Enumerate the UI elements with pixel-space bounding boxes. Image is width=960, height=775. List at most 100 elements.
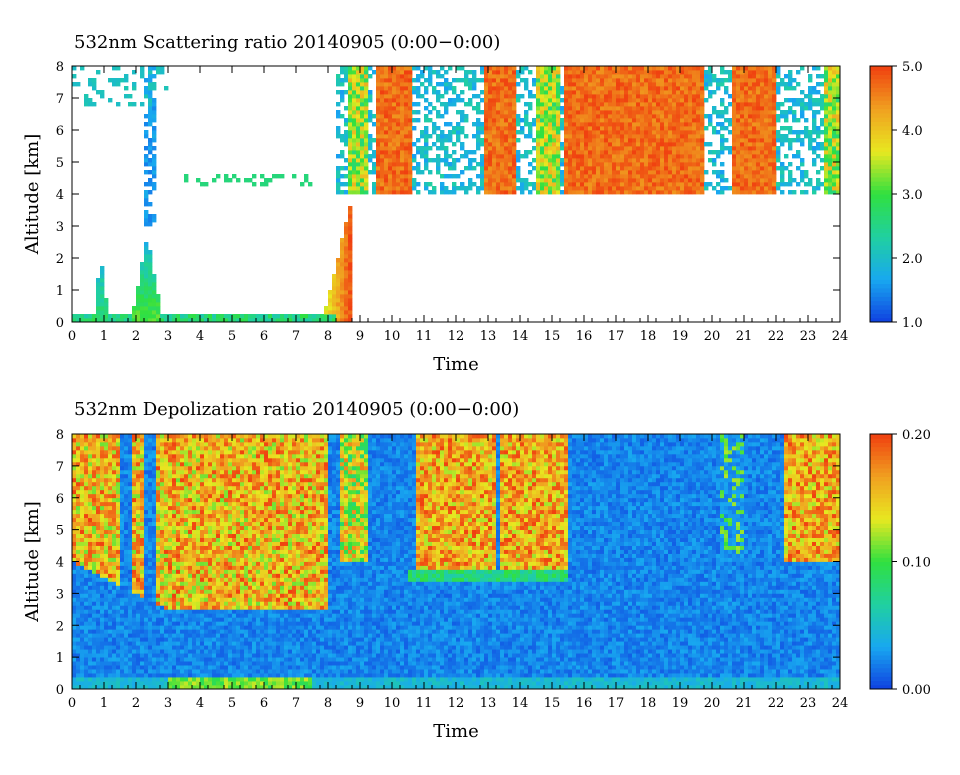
colorbar-cell-0-55 [870, 83, 892, 88]
x-tick-label-0-19: 19 [672, 329, 689, 344]
colorbar-cell-0-37 [870, 160, 892, 165]
colorbar-cell-0-51 [870, 100, 892, 105]
colorbar-cell-1-20 [870, 600, 892, 605]
x-tick-label-1-7: 7 [292, 696, 300, 711]
x-tick-label-0-16: 16 [576, 329, 593, 344]
colorbar-cell-0-50 [870, 104, 892, 109]
colorbar-cell-0-57 [870, 75, 892, 80]
colorbar-cell-0-26 [870, 207, 892, 212]
colorbar-cell-0-29 [870, 194, 892, 199]
x-tick-label-0-1: 1 [100, 329, 108, 344]
colorbar-cell-0-59 [870, 66, 892, 71]
colorbar-cell-1-34 [870, 540, 892, 545]
x-tick-label-1-12: 12 [448, 696, 465, 711]
colorbar-tick-label-0-0: 1.0 [902, 316, 923, 331]
colorbar-cell-1-51 [870, 468, 892, 473]
colorbar-cell-1-50 [870, 472, 892, 477]
colorbar-cell-0-23 [870, 220, 892, 225]
colorbar-cell-0-19 [870, 237, 892, 242]
colorbar-cell-0-58 [870, 70, 892, 75]
colorbar-cell-1-31 [870, 553, 892, 558]
x-tick-label-1-17: 17 [608, 696, 625, 711]
colorbar-cell-0-12 [870, 267, 892, 272]
colorbar-cell-0-39 [870, 151, 892, 156]
colorbar-cell-1-45 [870, 494, 892, 499]
colorbar-cell-0-15 [870, 254, 892, 259]
colorbar-cell-1-13 [870, 630, 892, 635]
x-tick-label-1-5: 5 [228, 696, 236, 711]
colorbar-cell-0-14 [870, 258, 892, 263]
x-tick-label-1-1: 1 [100, 696, 108, 711]
colorbar-cell-0-16 [870, 249, 892, 254]
heatmap-1 [72, 434, 840, 689]
y-tick-label-1-6: 6 [56, 492, 64, 507]
colorbar-cell-0-30 [870, 190, 892, 195]
y-tick-label-1-5: 5 [56, 524, 64, 539]
colorbar-cell-0-9 [870, 279, 892, 284]
x-tick-label-0-0: 0 [68, 329, 76, 344]
colorbar-0: 1.02.03.04.05.0 [870, 60, 923, 331]
x-tick-label-0-12: 12 [448, 329, 465, 344]
colorbar-cell-0-47 [870, 117, 892, 122]
colorbar-cell-1-2 [870, 676, 892, 681]
chart-title-0: 532nm Scattering ratio 20140905 (0:00−0:… [74, 32, 500, 53]
x-tick-label-0-22: 22 [768, 329, 785, 344]
colorbar-cell-1-27 [870, 570, 892, 575]
colorbar-cell-0-34 [870, 173, 892, 178]
colorbar-cell-0-54 [870, 87, 892, 92]
colorbar-cell-0-7 [870, 288, 892, 293]
x-tick-label-0-21: 21 [736, 329, 753, 344]
colorbar-cell-0-3 [870, 305, 892, 310]
colorbar-cell-0-22 [870, 224, 892, 229]
x-tick-label-0-13: 13 [480, 329, 497, 344]
colorbar-cell-1-14 [870, 625, 892, 630]
colorbar-cell-0-53 [870, 92, 892, 97]
colorbar-cell-0-18 [870, 241, 892, 246]
colorbar-cell-0-21 [870, 228, 892, 233]
colorbar-cell-1-52 [870, 464, 892, 469]
x-tick-label-0-3: 3 [164, 329, 172, 344]
colorbar-cell-0-10 [870, 275, 892, 280]
colorbar-cell-1-37 [870, 528, 892, 533]
colorbar-cell-1-47 [870, 485, 892, 490]
colorbar-cell-1-38 [870, 523, 892, 528]
x-tick-label-1-15: 15 [544, 696, 561, 711]
x-tick-label-0-5: 5 [228, 329, 236, 344]
colorbar-cell-0-4 [870, 301, 892, 306]
y-tick-label-0-6: 6 [56, 124, 64, 139]
x-axis-label-1: Time [433, 721, 478, 742]
colorbar-cell-1-25 [870, 579, 892, 584]
x-tick-label-1-9: 9 [356, 696, 364, 711]
x-tick-label-0-11: 11 [416, 329, 433, 344]
colorbar-tick-label-1-0: 0.00 [902, 683, 931, 698]
colorbar-cell-0-6 [870, 292, 892, 297]
colorbar-cell-1-18 [870, 608, 892, 613]
colorbar-cell-1-54 [870, 455, 892, 460]
colorbar-cell-0-17 [870, 245, 892, 250]
colorbar-cell-0-40 [870, 147, 892, 152]
y-tick-label-0-7: 7 [56, 92, 64, 107]
y-tick-label-1-1: 1 [56, 651, 64, 666]
x-tick-label-1-10: 10 [384, 696, 401, 711]
y-axis-label-0: Altitude [km] [22, 134, 43, 256]
colorbar-cell-1-36 [870, 532, 892, 537]
colorbar-cell-1-3 [870, 672, 892, 677]
x-tick-label-1-0: 0 [68, 696, 76, 711]
colorbar-cell-0-20 [870, 232, 892, 237]
colorbar-cell-1-1 [870, 681, 892, 686]
colorbar-cell-1-15 [870, 621, 892, 626]
colorbar-cell-1-16 [870, 617, 892, 622]
colorbar-cell-0-45 [870, 126, 892, 131]
colorbar-cell-0-1 [870, 313, 892, 318]
x-tick-label-0-6: 6 [260, 329, 268, 344]
colorbar-cell-1-48 [870, 481, 892, 486]
x-tick-label-0-15: 15 [544, 329, 561, 344]
colorbar-tick-label-0-4: 5.0 [902, 60, 923, 75]
colorbar-cell-1-10 [870, 642, 892, 647]
colorbar-cell-0-33 [870, 177, 892, 182]
x-tick-label-0-14: 14 [512, 329, 529, 344]
colorbar-1: 0.000.100.20 [870, 428, 931, 698]
x-tick-label-1-2: 2 [132, 696, 140, 711]
colorbar-cell-1-7 [870, 655, 892, 660]
